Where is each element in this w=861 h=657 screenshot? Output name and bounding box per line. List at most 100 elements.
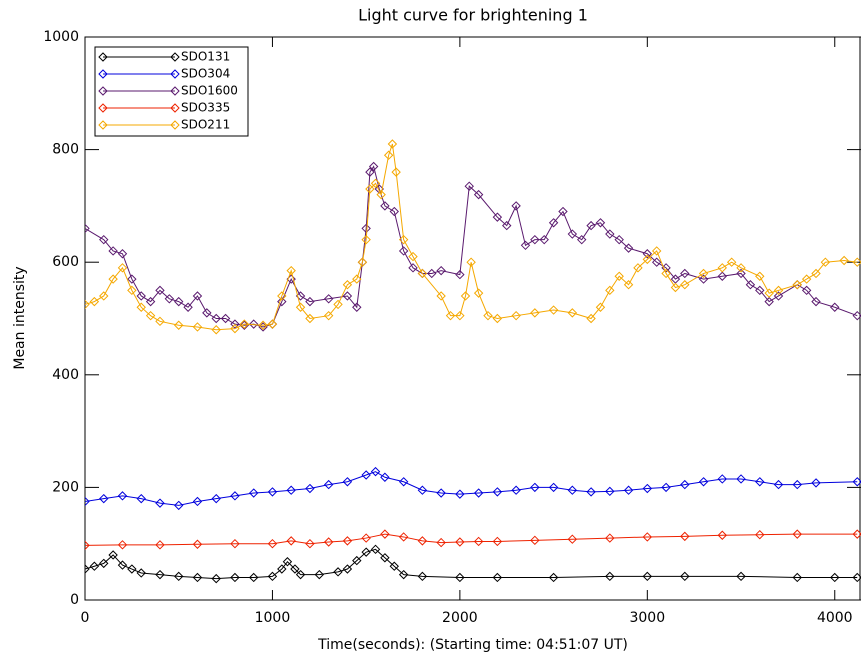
y-tick-label: 200 <box>52 479 79 495</box>
data-point <box>305 538 315 549</box>
data-point <box>136 568 146 578</box>
data-point <box>473 488 484 498</box>
data-point <box>376 189 386 200</box>
data-point <box>305 296 315 307</box>
data-point <box>839 255 849 266</box>
data-point <box>651 257 662 267</box>
data-point <box>117 540 128 550</box>
data-point <box>192 291 203 301</box>
data-point <box>755 285 765 296</box>
data-point <box>801 274 812 284</box>
data-point <box>586 220 596 231</box>
data-point <box>445 310 456 321</box>
data-point <box>117 491 128 501</box>
data-point <box>605 571 615 582</box>
x-tick-label: 2000 <box>442 610 478 626</box>
data-point <box>473 189 484 200</box>
data-point <box>852 310 861 321</box>
data-point <box>398 234 409 245</box>
data-point <box>370 466 381 477</box>
data-point <box>764 296 774 307</box>
data-point <box>192 539 203 549</box>
data-point <box>567 308 578 318</box>
data-point <box>623 243 634 253</box>
series-line <box>85 533 858 546</box>
data-point <box>85 299 90 310</box>
data-point <box>642 249 653 259</box>
data-point <box>530 234 540 245</box>
data-point <box>614 271 624 281</box>
legend-label: SDO1600 <box>181 84 238 98</box>
data-point <box>108 274 118 284</box>
data-point <box>295 569 306 580</box>
data-point <box>248 488 259 498</box>
data-point <box>286 536 296 546</box>
data-point <box>85 564 90 574</box>
data-point <box>380 201 390 211</box>
data-point <box>745 280 756 290</box>
data-point <box>108 550 118 560</box>
x-tick-label: 0 <box>81 610 90 626</box>
data-point <box>145 310 156 321</box>
data-point <box>136 291 146 301</box>
data-point <box>295 291 306 301</box>
data-point <box>852 257 861 267</box>
data-point <box>248 572 259 583</box>
legend-label: SDO335 <box>181 101 230 115</box>
legend-marker <box>98 120 180 130</box>
data-point <box>792 479 802 490</box>
data-point <box>85 540 90 551</box>
data-point <box>436 488 446 498</box>
data-point <box>801 285 812 296</box>
data-point <box>830 302 840 312</box>
data-point <box>455 537 465 547</box>
data-point <box>323 294 334 304</box>
data-point <box>352 302 362 312</box>
x-axis-label: Time(seconds): (Starting time: 04:51:07 … <box>317 637 628 653</box>
data-point <box>427 268 437 279</box>
data-point <box>211 325 221 335</box>
data-point <box>192 322 203 332</box>
data-point <box>577 234 587 245</box>
plot-area <box>85 139 861 584</box>
data-point <box>511 485 521 495</box>
data-point <box>408 263 418 273</box>
data-point <box>370 178 381 189</box>
data-point <box>605 486 615 497</box>
y-tick-label: 600 <box>52 254 79 270</box>
data-point <box>361 470 371 480</box>
data-point <box>567 485 578 495</box>
legend-marker <box>98 69 180 79</box>
data-point <box>623 485 634 495</box>
data-point <box>239 319 250 329</box>
data-point <box>145 296 156 307</box>
data-point <box>464 181 474 191</box>
data-point <box>698 477 709 487</box>
data-point <box>633 263 643 273</box>
data-point <box>333 567 343 577</box>
data-point <box>277 291 287 301</box>
data-point <box>155 285 165 296</box>
data-point <box>492 487 503 497</box>
data-point <box>852 529 861 539</box>
data-point <box>436 537 446 548</box>
data-point <box>680 479 690 490</box>
data-point <box>361 223 371 234</box>
data-point <box>183 302 193 312</box>
data-point <box>220 313 231 324</box>
data-point <box>820 257 831 267</box>
data-point <box>502 220 512 231</box>
data-point <box>455 572 465 583</box>
data-point <box>466 257 476 267</box>
data-point <box>717 271 728 281</box>
x-tick-label: 4000 <box>817 610 853 626</box>
data-point <box>661 268 671 279</box>
data-point <box>492 212 503 222</box>
data-point <box>361 533 371 543</box>
data-point <box>305 313 315 324</box>
data-point <box>811 296 821 307</box>
data-point <box>164 294 175 304</box>
data-point <box>174 571 184 582</box>
data-point <box>357 257 368 267</box>
data-point <box>773 285 784 296</box>
